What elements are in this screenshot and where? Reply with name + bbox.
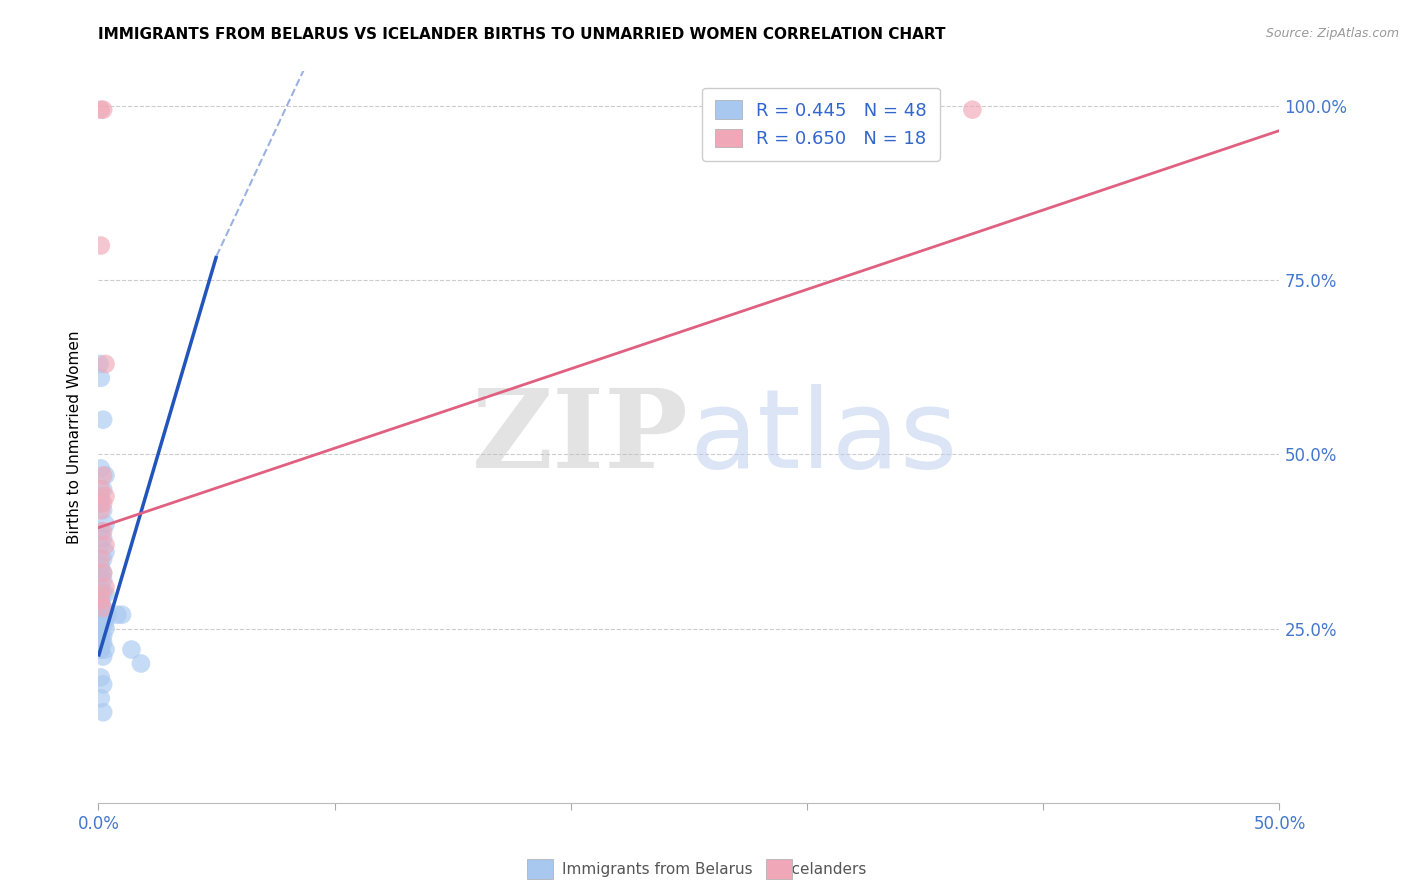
Point bbox=[89, 357, 111, 371]
Point bbox=[91, 566, 114, 580]
Point bbox=[91, 483, 114, 497]
Point bbox=[90, 461, 112, 475]
Point bbox=[91, 615, 114, 629]
Text: IMMIGRANTS FROM BELARUS VS ICELANDER BIRTHS TO UNMARRIED WOMEN CORRELATION CHART: IMMIGRANTS FROM BELARUS VS ICELANDER BIR… bbox=[98, 27, 946, 42]
Point bbox=[94, 357, 117, 371]
Point bbox=[90, 642, 112, 657]
Point bbox=[94, 587, 117, 601]
Point bbox=[121, 642, 143, 657]
Point bbox=[90, 594, 112, 608]
Point bbox=[90, 238, 112, 252]
Point bbox=[111, 607, 134, 622]
Point bbox=[91, 412, 114, 426]
Point bbox=[90, 524, 112, 538]
Point bbox=[90, 629, 112, 643]
Point bbox=[91, 496, 114, 510]
Point bbox=[91, 573, 114, 587]
Point bbox=[90, 552, 112, 566]
Point bbox=[94, 580, 117, 594]
Point bbox=[90, 371, 112, 385]
Point bbox=[90, 503, 112, 517]
Point bbox=[91, 468, 114, 483]
Point bbox=[91, 600, 114, 615]
Point bbox=[90, 587, 112, 601]
Text: Source: ZipAtlas.com: Source: ZipAtlas.com bbox=[1265, 27, 1399, 40]
Point bbox=[90, 691, 112, 706]
Point bbox=[105, 607, 128, 622]
Point bbox=[90, 635, 112, 649]
Point bbox=[91, 677, 114, 691]
Point bbox=[90, 607, 112, 622]
Text: Icelanders: Icelanders bbox=[787, 863, 866, 877]
Point bbox=[94, 615, 117, 629]
Y-axis label: Births to Unmarried Women: Births to Unmarried Women bbox=[67, 330, 83, 544]
Point bbox=[91, 503, 114, 517]
Point bbox=[90, 558, 112, 573]
Point bbox=[90, 642, 112, 657]
Point bbox=[90, 103, 112, 117]
Point bbox=[94, 489, 117, 503]
Point bbox=[91, 566, 114, 580]
Point bbox=[91, 524, 114, 538]
Point bbox=[90, 600, 112, 615]
Point bbox=[94, 622, 117, 636]
Text: ZIP: ZIP bbox=[472, 384, 689, 491]
Point bbox=[90, 496, 112, 510]
Point bbox=[90, 566, 112, 580]
Text: atlas: atlas bbox=[689, 384, 957, 491]
Point bbox=[90, 538, 112, 552]
Point bbox=[91, 635, 114, 649]
Point bbox=[94, 545, 117, 559]
Point bbox=[94, 517, 117, 532]
Point bbox=[91, 587, 114, 601]
Point bbox=[90, 594, 112, 608]
Point bbox=[91, 649, 114, 664]
Point bbox=[91, 552, 114, 566]
Point bbox=[90, 622, 112, 636]
Point bbox=[91, 531, 114, 545]
Text: Immigrants from Belarus: Immigrants from Belarus bbox=[562, 863, 754, 877]
Legend: R = 0.445   N = 48, R = 0.650   N = 18: R = 0.445 N = 48, R = 0.650 N = 18 bbox=[703, 87, 939, 161]
Point bbox=[90, 670, 112, 684]
Point bbox=[94, 642, 117, 657]
Point bbox=[91, 600, 114, 615]
Point bbox=[91, 629, 114, 643]
Point bbox=[129, 657, 152, 671]
Point bbox=[91, 705, 114, 719]
Point bbox=[94, 538, 117, 552]
Point bbox=[91, 103, 114, 117]
Point bbox=[962, 103, 984, 117]
Point bbox=[94, 607, 117, 622]
Point bbox=[90, 489, 112, 503]
Point bbox=[94, 468, 117, 483]
Point bbox=[90, 483, 112, 497]
Point bbox=[97, 607, 120, 622]
Point bbox=[90, 580, 112, 594]
